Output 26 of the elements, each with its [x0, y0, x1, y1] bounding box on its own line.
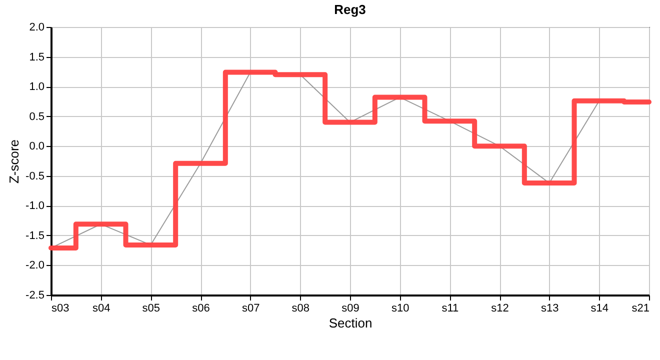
y-tick-label: -2.0 — [26, 260, 44, 272]
y-tick-label: -1.5 — [26, 230, 44, 242]
x-tick-label: s04 — [92, 302, 110, 314]
x-tick-label: s07 — [242, 302, 260, 314]
x-tick-label: s10 — [391, 302, 410, 314]
x-tick-label: s14 — [590, 302, 609, 314]
x-tick-label: s09 — [342, 302, 360, 314]
y-tick-label: 2.0 — [29, 22, 44, 34]
y-axis-title: Z-score — [6, 139, 22, 184]
x-tick-label: s03 — [52, 302, 70, 314]
x-tick-label: s21 — [632, 302, 650, 314]
x-tick-label: s06 — [192, 302, 210, 314]
chart-title: Reg3 — [334, 2, 366, 17]
y-tick-label: 0.5 — [29, 110, 44, 123]
x-tick-label: s05 — [142, 302, 160, 314]
x-tick-label: s13 — [540, 302, 559, 314]
y-tick-label: 0.0 — [29, 140, 44, 153]
y-tick-label: -0.5 — [26, 170, 44, 182]
x-tick-label: s08 — [292, 302, 310, 314]
x-tick-label: s12 — [491, 302, 509, 314]
x-axis-title: Section — [328, 316, 372, 330]
y-tick-label: -1.0 — [26, 200, 44, 212]
y-tick-label: -2.5 — [26, 290, 44, 302]
x-tick-label: s11 — [442, 302, 459, 314]
y-tick-label: 1.0 — [29, 81, 44, 94]
y-tick-label: 1.5 — [29, 51, 44, 64]
